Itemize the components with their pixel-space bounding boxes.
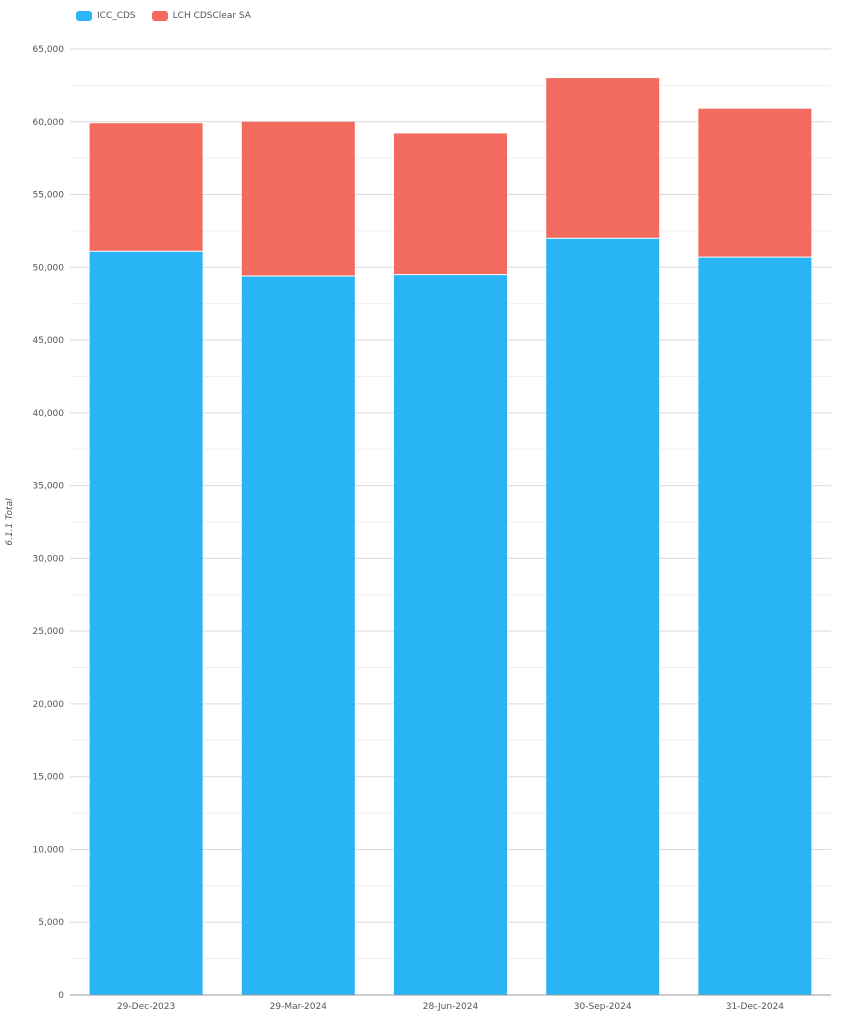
x-tick-label: 29-Mar-2024: [270, 1002, 328, 1012]
bar-lch-cdsclear-sa-0[interactable]: [89, 123, 203, 252]
y-tick-label: 0: [58, 991, 64, 1001]
bar-lch-cdsclear-sa-2[interactable]: [394, 133, 507, 275]
y-tick-label: 10,000: [33, 845, 65, 855]
legend-label-icc-cds: ICC_CDS: [97, 11, 136, 21]
legend-item-icc-cds[interactable]: ICC_CDS: [76, 11, 136, 21]
bar-icc-cds-3[interactable]: [546, 238, 660, 995]
y-axis-label: 6.1.1 Total: [5, 498, 15, 546]
legend-swatch-lch-cdsclear: [151, 11, 168, 21]
x-tick-label: 28-Jun-2024: [423, 1002, 479, 1012]
bar-icc-cds-4[interactable]: [698, 257, 812, 995]
y-tick-label: 50,000: [33, 263, 65, 273]
legend-item-lch-cdsclear[interactable]: LCH CDSClear SA: [151, 11, 251, 21]
y-tick-label: 15,000: [33, 773, 65, 783]
y-tick-label: 25,000: [33, 627, 65, 637]
bar-lch-cdsclear-sa-4[interactable]: [698, 108, 812, 258]
y-tick-label: 20,000: [33, 700, 65, 710]
x-axis-tick-labels: 29-Dec-2023 29-Mar-2024 28-Jun-2024 30-Sep-…: [117, 1002, 784, 1012]
legend-label-lch-cdsclear: LCH CDSClear SA: [172, 11, 251, 21]
y-tick-label: 45,000: [33, 336, 65, 346]
bar-lch-cdsclear-sa-3[interactable]: [546, 78, 660, 239]
x-tick-label: 31-Dec-2024: [726, 1002, 785, 1012]
bar-icc-cds-2[interactable]: [394, 274, 507, 996]
y-tick-label: 30,000: [33, 554, 65, 564]
y-tick-label: 35,000: [33, 482, 65, 492]
bar-icc-cds-0[interactable]: [89, 251, 203, 995]
x-tick-label: 30-Sep-2024: [574, 1002, 632, 1012]
legend: ICC_CDS LCH CDSClear SA: [76, 11, 251, 21]
y-tick-label: 5,000: [38, 918, 64, 928]
y-axis-tick-labels: 0 5,000 10,000 15,000 20,000 25,000 30,000 35,0…: [33, 45, 65, 1001]
bar-icc-cds-1[interactable]: [241, 276, 355, 995]
y-tick-label: 60,000: [33, 118, 65, 128]
y-tick-label: 55,000: [33, 191, 65, 201]
bar-group: [89, 78, 812, 996]
y-tick-label: 65,000: [33, 45, 65, 55]
y-tick-label: 40,000: [33, 409, 65, 419]
x-tick-label: 29-Dec-2023: [117, 1002, 175, 1012]
legend-swatch-icc-cds: [76, 11, 92, 21]
bar-lch-cdsclear-sa-1[interactable]: [241, 121, 355, 277]
